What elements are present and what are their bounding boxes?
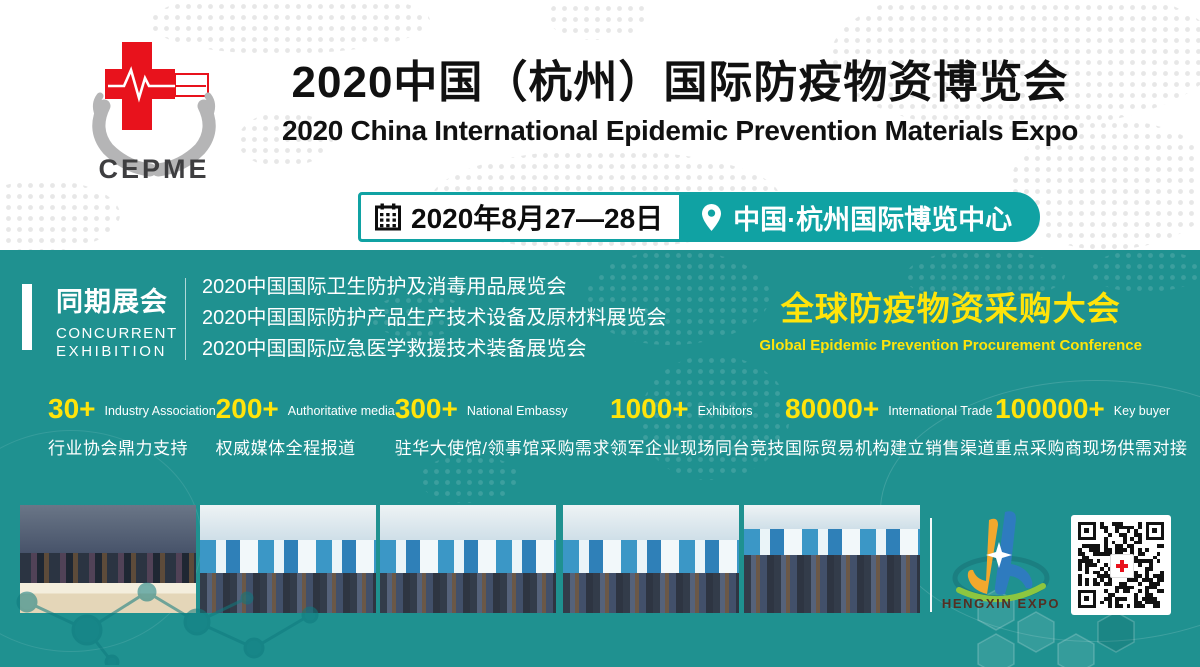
stat-label-en: National Embassy xyxy=(466,404,568,418)
qr-finder xyxy=(1146,522,1164,540)
cepme-logo: CEPME xyxy=(88,28,220,190)
exhibition-photo xyxy=(20,505,196,613)
exhibition-item: 2020中国国际卫生防护及消毒用品展览会 xyxy=(202,276,567,298)
stat-label-zh: 领军企业现场同台竞技 xyxy=(610,439,785,458)
stat-value: 80000+ xyxy=(785,393,880,424)
expo-dates: 2020年8月27—28日 xyxy=(411,203,664,234)
concurrent-title-en-line1: CONCURRENT xyxy=(56,325,178,342)
exhibition-item: 2020中国国际应急医学救援技术装备展览会 xyxy=(202,338,587,360)
concurrent-divider xyxy=(185,278,186,360)
map-dots-patch xyxy=(1090,250,1200,292)
date-venue-badge: 2020年8月27—28日 中国·杭州国际博览中心 xyxy=(358,192,1041,242)
map-dots-patch xyxy=(420,455,520,503)
qr-code xyxy=(1071,515,1171,615)
main-title-en: 2020 China International Epidemic Preven… xyxy=(281,114,1079,146)
exhibition-item: 2020中国国际防护产品生产技术设备及原材料展览会 xyxy=(202,307,667,329)
footer-divider xyxy=(930,518,932,612)
main-title-zh: 2020中国（杭州）国际防疫物资博览会 xyxy=(291,58,1069,107)
stat-value: 1000+ xyxy=(610,393,689,424)
qr-cepme-mini-icon xyxy=(1116,560,1128,572)
star-sparkle xyxy=(986,542,1012,568)
concurrent-title-zh: 同期展会 xyxy=(56,287,168,317)
map-dots-patch xyxy=(548,0,648,40)
qr-finder xyxy=(1078,590,1096,608)
map-dots-patch xyxy=(0,180,120,252)
concurrent-exhibition-list: 2020中国国际卫生防护及消毒用品展览会 2020中国国际防护产品生产技术设备及… xyxy=(202,272,667,365)
stat-label-en: Exhibitors xyxy=(697,404,753,418)
brand-name: CEPME xyxy=(98,154,210,184)
conference-title-en: Global Epidemic Prevention Procurement C… xyxy=(759,337,1142,354)
exhibition-photo xyxy=(380,505,556,613)
poster-header: CEPME 2020中国（杭州）国际防疫物资博览会 2020 China Int… xyxy=(0,0,1200,252)
map-dots-patch xyxy=(640,355,790,480)
stat-value: 300+ xyxy=(394,393,458,424)
map-dots-patch xyxy=(830,0,1200,130)
date-badge: 2020年8月27—28日 xyxy=(358,192,683,242)
stat-value: 200+ xyxy=(215,393,279,424)
venue-badge: 中国·杭州国际博览中心 xyxy=(682,192,1041,242)
hexagon-decoration xyxy=(977,589,1135,667)
exhibition-photo xyxy=(563,505,739,613)
concurrent-title-en-line2: EXHIBITION xyxy=(56,343,168,360)
map-dots-patch xyxy=(905,250,1065,302)
qr-finder xyxy=(1078,522,1096,540)
expo-venue: 中国·杭州国际博览中心 xyxy=(733,204,1013,235)
exhibition-photo xyxy=(744,505,920,613)
location-pin-icon xyxy=(702,203,722,231)
concurrent-accent-bar xyxy=(22,284,32,350)
ekg-line xyxy=(108,66,175,103)
stat-item: 1000+ Exhibitors 领军企业现场同台竞技 xyxy=(610,393,785,459)
stat-label-zh: 驻华大使馆/领事馆采购需求 xyxy=(394,439,610,458)
map-dots-patch xyxy=(238,112,333,167)
map-dots-patch xyxy=(585,250,770,345)
stat-item: 300+ National Embassy 驻华大使馆/领事馆采购需求 xyxy=(395,393,610,459)
hands xyxy=(92,99,216,177)
stat-value: 30+ xyxy=(48,393,96,424)
conference-title-zh: 全球防疫物资采购大会 xyxy=(780,290,1121,327)
stat-label-en: Industry Association xyxy=(104,404,216,418)
qr-modules xyxy=(1078,522,1164,608)
stat-label-zh: 权威媒体全程报道 xyxy=(215,439,356,458)
map-dots-patch xyxy=(1010,120,1200,250)
calendar-icon xyxy=(375,203,401,231)
stat-label-en: Authoritative media xyxy=(287,404,395,418)
map-dots-patch xyxy=(370,295,470,337)
organizer-name: HENGXIN EXPO xyxy=(941,596,1061,611)
qr-center-logo xyxy=(1110,554,1134,578)
stat-item: 200+ Authoritative media 权威媒体全程报道 xyxy=(216,393,395,459)
cepme-logo-graphic xyxy=(92,42,216,177)
hengxin-expo-logo xyxy=(952,511,1050,602)
molecule-decoration xyxy=(16,582,319,665)
